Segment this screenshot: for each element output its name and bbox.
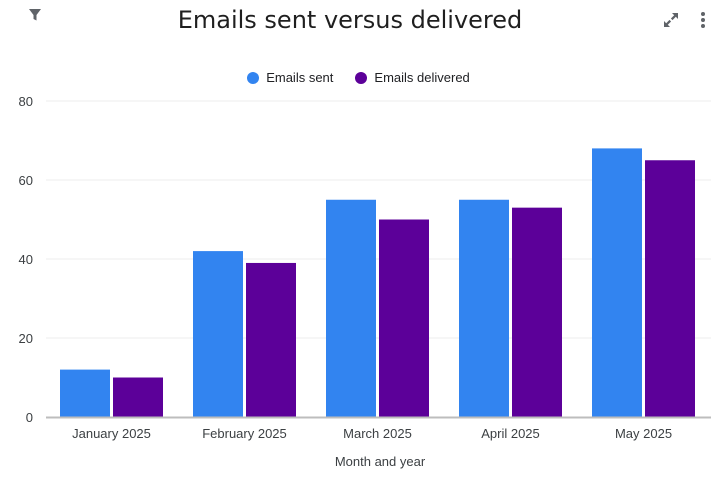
x-tick-label: February 2025 (202, 426, 287, 441)
bar-emails-sent[interactable] (592, 148, 642, 417)
legend-label-emails-sent: Emails sent (266, 70, 334, 85)
y-tick-label: 20 (19, 331, 33, 346)
bar-emails-sent[interactable] (459, 199, 509, 417)
chart-legend: Emails sent Emails delivered (0, 70, 717, 85)
axes: 0 20 40 60 80 January 2025 February 2025 March … (19, 94, 711, 441)
bar-emails-sent[interactable] (60, 369, 110, 417)
y-tick-label: 60 (19, 173, 33, 188)
legend-swatch-emails-sent (247, 71, 260, 84)
bars (60, 148, 695, 417)
bar-emails-delivered[interactable] (645, 160, 695, 417)
y-tick-label: 40 (19, 252, 33, 267)
bar-emails-delivered[interactable] (246, 262, 296, 417)
legend-item-emails-sent[interactable]: Emails sent (247, 70, 333, 85)
bar-emails-delivered[interactable] (379, 219, 429, 418)
x-tick-label: March 2025 (343, 426, 412, 441)
x-tick-label: May 2025 (615, 426, 672, 441)
y-tick-label: 0 (26, 410, 33, 425)
legend-swatch-emails-delivered (355, 71, 368, 84)
more-vert-icon[interactable] (698, 10, 708, 30)
expand-icon[interactable] (662, 11, 680, 29)
bar-emails-delivered[interactable] (512, 207, 562, 417)
x-tick-label: January 2025 (72, 426, 151, 441)
bar-emails-delivered[interactable] (113, 377, 163, 418)
legend-item-emails-delivered[interactable]: Emails delivered (355, 70, 470, 85)
bar-emails-sent[interactable] (326, 199, 376, 417)
x-axis-title: Month and year (335, 454, 426, 469)
chart-title: Emails sent versus delivered (177, 6, 523, 34)
filter-icon[interactable] (28, 8, 42, 22)
x-tick-label: April 2025 (481, 426, 540, 441)
bar-emails-sent[interactable] (193, 251, 243, 417)
y-tick-label: 80 (19, 94, 33, 109)
legend-label-emails-delivered: Emails delivered (374, 70, 470, 85)
